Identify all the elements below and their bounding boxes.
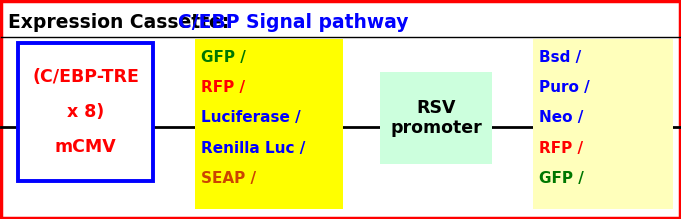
Text: promoter: promoter bbox=[390, 119, 482, 137]
Text: mCMV: mCMV bbox=[54, 138, 116, 155]
Bar bbox=[533, 39, 673, 209]
Text: Bsd /: Bsd / bbox=[539, 50, 582, 65]
Text: Puro /: Puro / bbox=[539, 80, 590, 95]
Text: Expression Cassette:: Expression Cassette: bbox=[8, 12, 242, 32]
Text: RFP /: RFP / bbox=[201, 80, 245, 95]
Text: RSV: RSV bbox=[416, 99, 456, 117]
Text: GFP /: GFP / bbox=[201, 50, 246, 65]
Text: C/EBP Signal pathway: C/EBP Signal pathway bbox=[178, 12, 409, 32]
Text: GFP /: GFP / bbox=[539, 171, 584, 186]
Bar bbox=[195, 39, 343, 209]
Text: SEAP /: SEAP / bbox=[201, 171, 256, 186]
Bar bbox=[380, 72, 492, 164]
Bar bbox=[18, 43, 153, 181]
Text: (C/EBP-TRE: (C/EBP-TRE bbox=[32, 69, 139, 87]
Text: Neo /: Neo / bbox=[539, 110, 584, 125]
Text: x 8): x 8) bbox=[67, 103, 104, 121]
Text: Luciferase /: Luciferase / bbox=[201, 110, 301, 125]
Text: Renilla Luc /: Renilla Luc / bbox=[201, 141, 305, 156]
Text: RFP /: RFP / bbox=[539, 141, 583, 156]
